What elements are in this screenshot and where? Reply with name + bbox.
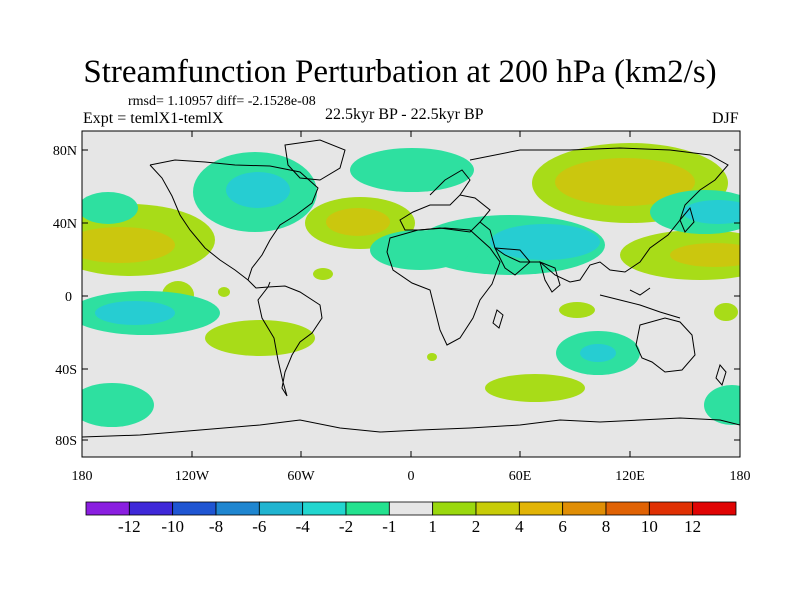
coast-australia xyxy=(635,317,696,373)
colorbar-box-4 xyxy=(215,501,260,516)
axis-ticks xyxy=(81,131,741,457)
lon-label-180w: 180 xyxy=(72,469,93,484)
pos-anomaly-ne-pacific-core xyxy=(82,227,175,263)
neg-anomaly-n-africa-core xyxy=(490,224,600,260)
pos-anomaly-small-5 xyxy=(714,303,738,321)
colorbar-labels: -12 -10 -8 -6 -4 -2 -1 1 2 4 6 8 10 12 xyxy=(118,517,701,536)
colorbar-box-13 xyxy=(605,501,650,516)
lat-label-40n: 40N xyxy=(53,217,77,232)
neg-anomaly-s-pacific xyxy=(82,383,154,427)
coast-south-america xyxy=(257,285,323,397)
colorbar-label-5: -4 xyxy=(296,517,311,536)
colorbar-label-14: 12 xyxy=(684,517,701,536)
pos-anomaly-s-ocean xyxy=(485,374,585,402)
coast-north-america xyxy=(149,159,319,289)
coast-asia xyxy=(469,147,729,283)
neg-anomaly-n-africa-west xyxy=(370,230,470,270)
colorbar-box-5 xyxy=(258,501,304,516)
coast-new-zealand xyxy=(715,363,727,387)
coast-japan xyxy=(679,206,695,233)
colorbar-label-10: 4 xyxy=(515,517,524,536)
coast-europe xyxy=(399,194,491,233)
colorbar-box-10 xyxy=(475,501,520,516)
colorbar-box-11 xyxy=(518,501,564,516)
coast-india xyxy=(539,261,561,293)
period-label: 22.5kyr BP - 22.5kyr BP xyxy=(325,106,484,123)
pos-anomaly-nw-pacific-core xyxy=(555,158,695,206)
colorbar-label-9: 2 xyxy=(472,517,481,536)
coast-scandinavia xyxy=(429,169,471,196)
pos-anomaly-indian xyxy=(559,302,595,318)
colorbar-box-3 xyxy=(172,501,217,516)
coast-madagascar xyxy=(492,309,504,329)
colorbar xyxy=(85,501,737,516)
neg-anomaly-arctic-asia xyxy=(350,148,474,192)
colorbar-box-14 xyxy=(648,501,694,516)
colorbar-label-4: -6 xyxy=(252,517,266,536)
colorbar-label-7: -1 xyxy=(382,517,396,536)
colorbar-box-6 xyxy=(302,501,347,516)
axis-labels: 180 120W 60W 0 60E 120E 180 80N 40N 0 40… xyxy=(53,144,751,484)
experiment-label: Expt = temlX1-temlX xyxy=(83,110,224,127)
colorbar-box-2 xyxy=(128,501,174,516)
colorbar-label-3: -8 xyxy=(209,517,223,536)
lon-label-60e: 60E xyxy=(509,469,532,484)
neg-anomaly-e-pacific-core xyxy=(95,301,175,325)
colorbar-label-8: 1 xyxy=(428,517,437,536)
colorbar-box-15 xyxy=(692,501,737,516)
neg-anomaly-se-pacific xyxy=(704,385,740,425)
lat-label-0: 0 xyxy=(65,290,72,305)
pos-anomaly-sw-pacific-core xyxy=(670,243,740,267)
colorbar-box-8 xyxy=(388,501,434,516)
pos-anomaly-n-atlantic-core xyxy=(326,208,390,236)
colorbar-label-12: 8 xyxy=(602,517,611,536)
coast-arabia xyxy=(494,247,531,276)
lon-label-120w: 120W xyxy=(175,469,210,484)
coast-greenland xyxy=(284,139,346,181)
lat-label-80n: 80N xyxy=(53,144,77,159)
coast-antarctica xyxy=(82,417,740,438)
neg-anomaly-w-pacific-core xyxy=(683,200,740,224)
coast-indonesia xyxy=(599,287,681,319)
colorbar-label-11: 6 xyxy=(558,517,567,536)
lon-label-0: 0 xyxy=(408,469,415,484)
lon-label-120e: 120E xyxy=(615,469,645,484)
season-label: DJF xyxy=(712,110,739,127)
coastlines xyxy=(82,139,740,438)
stats-text: rmsd= 1.10957 diff= -2.1528e-08 xyxy=(128,94,316,109)
lat-label-40s: 40S xyxy=(55,363,77,378)
colorbar-label-6: -2 xyxy=(339,517,353,536)
colorbar-box-12 xyxy=(562,501,607,516)
lon-label-180e: 180 xyxy=(730,469,751,484)
colorbar-label-2: -10 xyxy=(161,517,184,536)
coast-africa xyxy=(386,227,501,346)
pos-anomaly-small-4 xyxy=(427,353,437,361)
lat-label-80s: 80S xyxy=(55,434,77,449)
colorbar-box-9 xyxy=(432,501,477,516)
neg-anomaly-canada-core xyxy=(226,172,290,208)
colorbar-box-1 xyxy=(85,501,130,516)
pos-anomaly-small-3 xyxy=(218,287,230,297)
lon-label-60w: 60W xyxy=(287,469,315,484)
pos-anomaly-s-atlantic xyxy=(205,320,315,356)
colorbar-label-1: -12 xyxy=(118,517,141,536)
contour-fills xyxy=(82,143,740,427)
plot-title: Streamfunction Perturbation at 200 hPa (… xyxy=(83,54,717,90)
colorbar-label-13: 10 xyxy=(641,517,658,536)
neg-anomaly-s-indian-core xyxy=(580,344,616,362)
colorbar-box-7 xyxy=(345,501,390,516)
pos-anomaly-small-2 xyxy=(313,268,333,280)
neg-anomaly-ne-pacific xyxy=(82,192,138,224)
